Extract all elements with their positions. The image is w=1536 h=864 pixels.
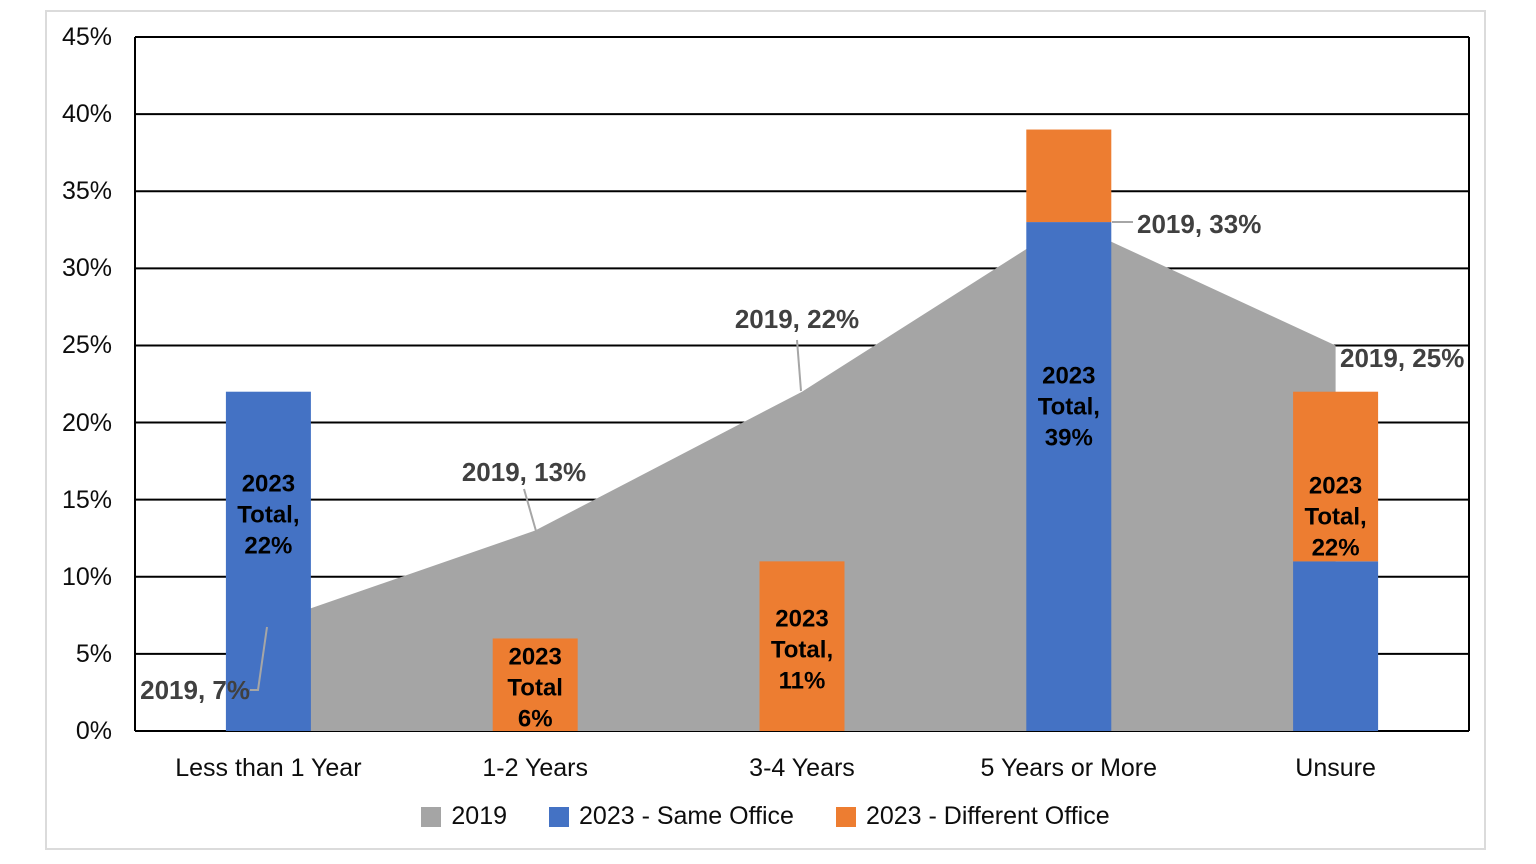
bar-total-label-line: 22%: [244, 532, 293, 560]
callout-label-2019: 2019, 22%: [734, 304, 860, 334]
label-leader-line: [523, 488, 537, 532]
x-axis-category-label: Less than 1 Year: [175, 754, 362, 782]
bar-total-label-line: Total,: [1304, 503, 1367, 531]
legend-swatch-icon: [421, 806, 442, 827]
y-axis-tick-label: 20%: [61, 408, 112, 437]
y-axis-tick-label: 10%: [61, 562, 112, 591]
legend-item: 2019: [421, 802, 507, 831]
bar-total-label-line: 2023: [508, 643, 562, 671]
x-axis-category-label: Unsure: [1295, 754, 1376, 782]
bar-segment-different-office: [759, 561, 845, 731]
bar-total-label: 2023 Total, 11%: [717, 604, 887, 697]
x-axis-category-label: 3-4 Years: [749, 754, 855, 782]
callout-label-2019: 2019, 13%: [461, 457, 587, 487]
label-leader-line: [796, 339, 802, 392]
bar-segment-different-office: [492, 638, 578, 731]
bar-segment-same-office: [1026, 222, 1112, 732]
bar-total-label: 2023 Total, 22%: [183, 469, 353, 562]
bar-total-label-line: Total,: [770, 636, 834, 664]
bar-total-label-line: Total,: [1037, 393, 1100, 421]
legend: 2019 2023 - Same Office 2023 - Different O…: [45, 802, 1486, 831]
bar-total-label-line: 2023: [1308, 472, 1363, 500]
bar-total-label-line: 2023: [241, 470, 296, 498]
y-axis-tick-label: 35%: [61, 177, 112, 206]
y-axis-tick-label: 30%: [61, 254, 112, 283]
bar-total-label-line: 6%: [517, 705, 553, 733]
bar-total-label-line: 2023: [775, 605, 829, 633]
y-axis-tick-label: 0%: [75, 717, 112, 745]
bar-segment-different-office: [1293, 391, 1379, 562]
legend-swatch-icon: [835, 806, 856, 827]
bar-segment-same-office: [1293, 561, 1379, 731]
callout-label-2019: 2019, 7%: [140, 675, 250, 705]
bar-total-label-line: 11%: [778, 667, 826, 695]
bar-total-label-line: 39%: [1044, 424, 1093, 452]
bar-total-label-line: Total,: [237, 501, 300, 529]
x-axis-category-label: 1-2 Years: [482, 754, 588, 782]
bar-segment-different-office: [1026, 129, 1112, 223]
label-leader-line: [250, 626, 268, 691]
bar-total-label-line: 2023: [1042, 362, 1096, 390]
bar-segment-same-office: [225, 391, 311, 731]
y-axis-tick-label: 5%: [75, 639, 112, 668]
bar-total-label: 2023 Total 6%: [450, 642, 620, 735]
legend-swatch-icon: [549, 806, 570, 827]
legend-item: 2023 - Different Office: [835, 802, 1110, 831]
callout-label-2019: 2019, 25%: [1340, 343, 1465, 373]
legend-item-label: 2023 - Different Office: [865, 802, 1110, 830]
legend-item: 2023 - Same Office: [549, 802, 794, 831]
bar-total-label-line: Total: [507, 674, 563, 702]
x-axis-category-label: 5 Years or More: [980, 754, 1158, 782]
y-axis-tick-label: 40%: [61, 100, 112, 129]
y-axis-tick-label: 15%: [61, 485, 112, 514]
bar-total-label: 2023 Total, 39%: [984, 361, 1154, 454]
bar-total-label-line: 22%: [1311, 534, 1360, 562]
legend-item-label: 2023 - Same Office: [579, 802, 794, 830]
bar-total-label: 2023 Total, 22%: [1251, 471, 1421, 564]
legend-item-label: 2019: [451, 802, 508, 830]
y-axis-tick-label: 45%: [61, 23, 112, 51]
y-axis-tick-label: 25%: [61, 331, 112, 360]
callout-label-2019: 2019, 33%: [1137, 209, 1262, 239]
